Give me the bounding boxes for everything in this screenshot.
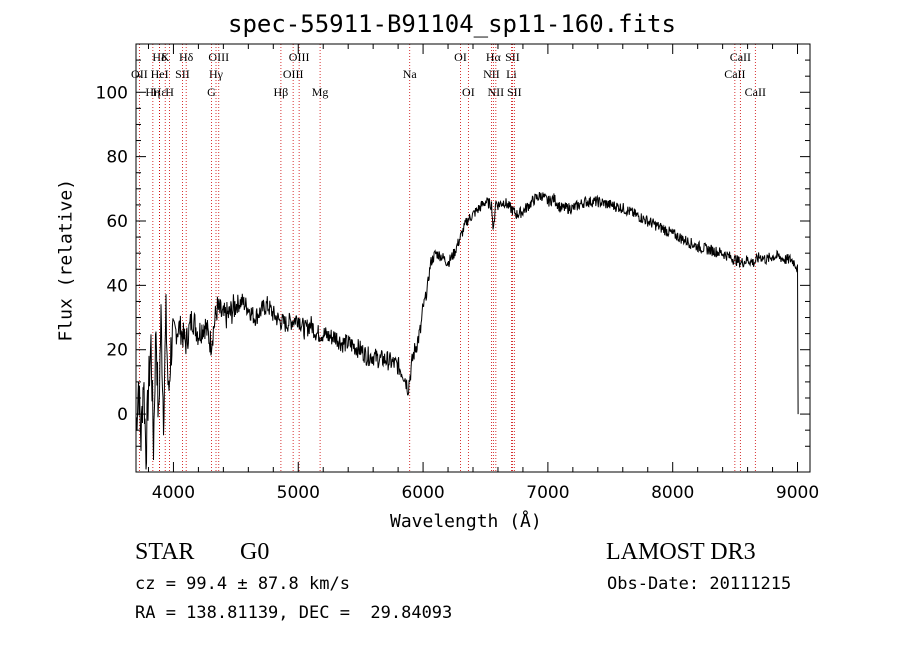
object-subclass: G0 [240, 539, 270, 565]
y-tick-label: 80 [106, 148, 128, 168]
y-tick-label: 60 [106, 212, 128, 232]
coordinates-info: RA = 138.81139, DEC = 29.84093 [135, 603, 453, 623]
spectral-line-label: Hβ [274, 85, 289, 99]
spectral-line-label: OIII [208, 50, 229, 64]
spectral-line-label: Li [506, 67, 517, 81]
spectral-line-label: CaII [730, 50, 751, 64]
observation-date: Obs-Date: 20111215 [607, 574, 792, 594]
x-tick-label: 7000 [526, 483, 569, 503]
spectral-line-label: G [207, 85, 216, 99]
spectral-line-label: CaII [745, 85, 766, 99]
y-tick-label: 20 [106, 341, 128, 361]
x-tick-label: 6000 [401, 483, 444, 503]
spectral-line-label: OIII [283, 67, 304, 81]
spectral-line-label: NII [488, 85, 505, 99]
spectral-line-label: Hη [145, 85, 160, 99]
spectral-line-label: Hδ [179, 50, 194, 64]
spectral-line-label: Hα [486, 50, 502, 64]
spectral-line-label: HeI [151, 67, 169, 81]
spectral-line-label: SII [507, 85, 522, 99]
survey-name: LAMOST DR3 [606, 539, 756, 565]
spectral-line-label: OIII [289, 50, 310, 64]
x-tick-label: 8000 [651, 483, 694, 503]
spectral-line-label: NII [483, 67, 500, 81]
spectral-line-label: OI [454, 50, 467, 64]
y-axis-label: Flux (relative) [55, 178, 77, 342]
x-tick-label: 9000 [776, 483, 819, 503]
x-tick-label: 4000 [152, 483, 195, 503]
x-tick-label: 5000 [277, 483, 320, 503]
object-type: STAR [135, 539, 195, 565]
spectral-line-label: Mg [312, 85, 329, 99]
spectral-line-label: OI [462, 85, 475, 99]
spectrum-series-line [135, 192, 799, 470]
spectral-line-label: H [165, 85, 174, 99]
chart-title: spec-55911-B91104_sp11-160.fits [228, 10, 676, 38]
y-tick-label: 40 [106, 276, 128, 296]
spectral-line-label: K [161, 50, 170, 64]
redshift-info: cz = 99.4 ± 87.8 km/s [135, 574, 350, 594]
x-axis-label: Wavelength (Å) [390, 511, 542, 532]
spectral-line-label: CaII [724, 67, 745, 81]
spectral-line-label: OII [131, 67, 148, 81]
y-tick-label: 100 [96, 83, 128, 103]
spectral-line-label: Na [403, 67, 418, 81]
spectral-line-label: Hγ [209, 67, 224, 81]
spectral-line-label: SII [175, 67, 190, 81]
spectral-line-label: SII [505, 50, 520, 64]
plot-frame [135, 43, 811, 473]
y-tick-label: 0 [117, 405, 128, 425]
